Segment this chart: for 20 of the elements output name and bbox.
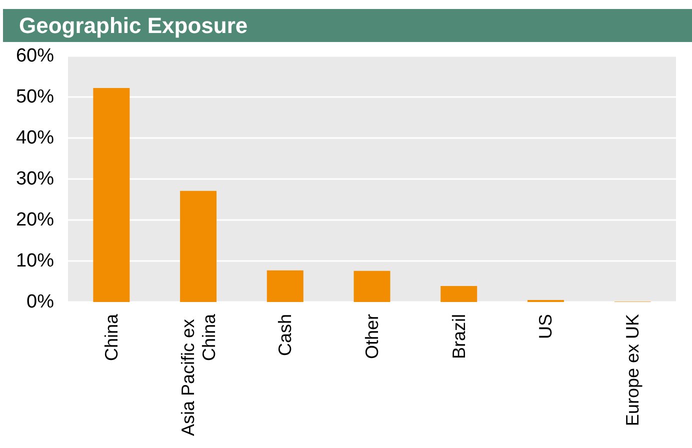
bar: [266, 270, 304, 302]
y-tick-label: 10%: [16, 250, 54, 272]
chart-title: Geographic Exposure: [3, 9, 692, 42]
bar: [180, 190, 217, 302]
y-tick-label: 50%: [16, 86, 54, 108]
y-tick-label: 30%: [16, 168, 54, 190]
x-tick-label: US: [536, 314, 556, 340]
x-tick-label: China: [101, 313, 122, 362]
y-tick-label: 40%: [16, 128, 54, 148]
y-tick-label: 60%: [16, 46, 54, 66]
x-tick-label: Cash: [275, 314, 296, 356]
y-tick-label: 20%: [16, 210, 54, 230]
bar: [93, 88, 130, 302]
bar: [354, 270, 390, 302]
x-tick-label: Asia Pacific ex China: [178, 313, 219, 436]
x-tick-label: Brazil: [448, 314, 469, 360]
x-tick-label: Other: [362, 314, 382, 360]
x-tick-label: Europe ex UK: [622, 314, 643, 426]
y-tick-label: 0%: [26, 292, 54, 312]
bar: [440, 286, 478, 302]
